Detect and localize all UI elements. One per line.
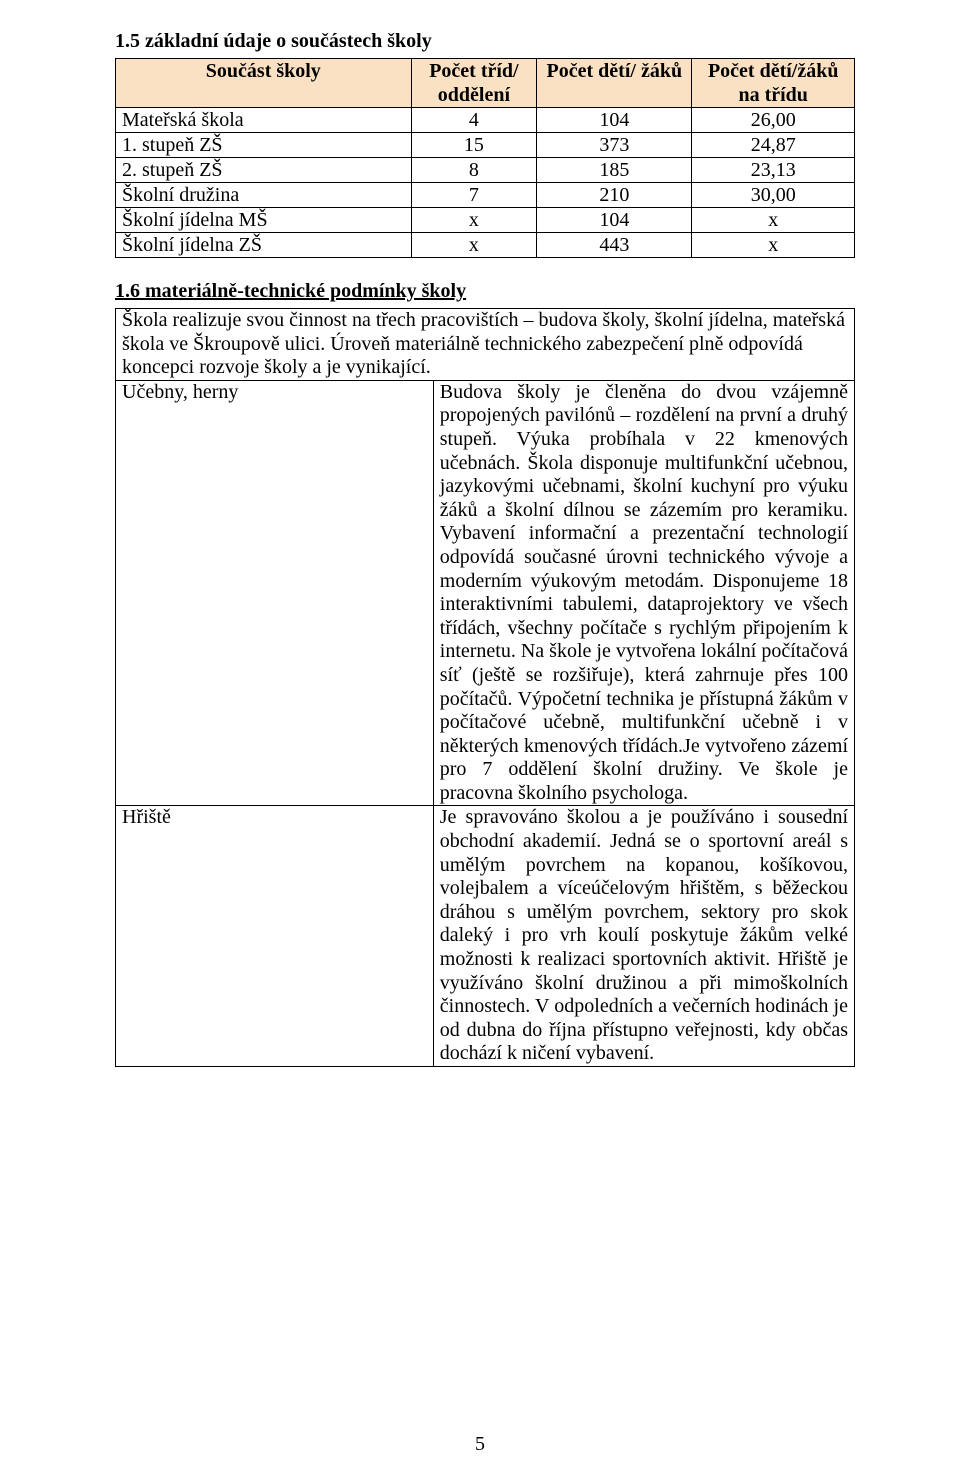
cell-value: 185 — [537, 158, 692, 183]
table-row: 2. stupeň ZŠ 8 185 23,13 — [116, 158, 855, 183]
cell-value: 104 — [537, 108, 692, 133]
table-row: Učebny, herny Budova školy je členěna do… — [116, 380, 855, 806]
col-header: Počet tříd/ oddělení — [411, 59, 537, 108]
cell-label: Školní jídelna MŠ — [116, 208, 412, 233]
row-label: Hřiště — [116, 806, 434, 1067]
intro-cell: Škola realizuje svou činnost na třech pr… — [116, 309, 855, 381]
cell-value: 30,00 — [692, 183, 855, 208]
table-row: Školní družina 7 210 30,00 — [116, 183, 855, 208]
cell-value: 443 — [537, 233, 692, 258]
section-1-5-heading: 1.5 základní údaje o součástech školy — [115, 30, 855, 53]
cell-value: 4 — [411, 108, 537, 133]
col-header: Počet dětí/žáků na třídu — [692, 59, 855, 108]
table-row: Hřiště Je spravováno školou a je používá… — [116, 806, 855, 1067]
row-text: Budova školy je členěna do dvou vzájemně… — [433, 380, 854, 806]
cell-label: 2. stupeň ZŠ — [116, 158, 412, 183]
cell-value: 26,00 — [692, 108, 855, 133]
table-row: Mateřská škola 4 104 26,00 — [116, 108, 855, 133]
table-row: Školní jídelna ZŠ x 443 x — [116, 233, 855, 258]
cell-value: 210 — [537, 183, 692, 208]
section-1-6-heading: 1.6 materiálně-technické podmínky školy — [115, 280, 855, 303]
col-header: Počet dětí/ žáků — [537, 59, 692, 108]
row-label: Učebny, herny — [116, 380, 434, 806]
cell-label: Školní družina — [116, 183, 412, 208]
col-header: Součást školy — [116, 59, 412, 108]
cell-value: 104 — [537, 208, 692, 233]
cell-value: 8 — [411, 158, 537, 183]
table-row: Školní jídelna MŠ x 104 x — [116, 208, 855, 233]
page-number: 5 — [0, 1433, 960, 1456]
cell-value: x — [411, 233, 537, 258]
conditions-table: Škola realizuje svou činnost na třech pr… — [115, 308, 855, 1067]
document-page: 1.5 základní údaje o součástech školy So… — [0, 0, 960, 1484]
row-text: Je spravováno školou a je používáno i so… — [433, 806, 854, 1067]
cell-value: 15 — [411, 133, 537, 158]
cell-value: x — [692, 208, 855, 233]
cell-value: 24,87 — [692, 133, 855, 158]
cell-value: x — [692, 233, 855, 258]
cell-label: Mateřská škola — [116, 108, 412, 133]
cell-label: Školní jídelna ZŠ — [116, 233, 412, 258]
cell-label: 1. stupeň ZŠ — [116, 133, 412, 158]
school-parts-table: Součást školy Počet tříd/ oddělení Počet… — [115, 58, 855, 258]
cell-value: 373 — [537, 133, 692, 158]
cell-value: 7 — [411, 183, 537, 208]
cell-value: 23,13 — [692, 158, 855, 183]
table-row: 1. stupeň ZŠ 15 373 24,87 — [116, 133, 855, 158]
table-row: Škola realizuje svou činnost na třech pr… — [116, 309, 855, 381]
cell-value: x — [411, 208, 537, 233]
table-header-row: Součást školy Počet tříd/ oddělení Počet… — [116, 59, 855, 108]
